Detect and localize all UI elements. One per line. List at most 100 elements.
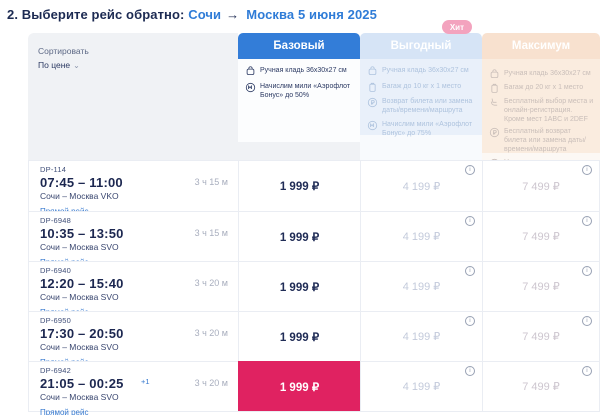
price-value: 4 199 ₽ [402, 231, 441, 243]
flight-time: 07:45 – 11:00 [40, 175, 123, 190]
fare-feature-text: Багаж до 20 кг х 1 место [504, 84, 584, 91]
fare-feature-text: Ручная кладь 36х30х27 см [260, 67, 347, 74]
fare-tab-vygodny[interactable]: Выгодный [360, 33, 482, 59]
price-cell-maximum[interactable]: i 7 499 ₽ [482, 160, 600, 211]
fare-feature: Возврат билета или замена даты/времени/м… [367, 97, 476, 115]
price-cell-basic[interactable]: 1 999 ₽ [238, 211, 360, 261]
info-icon[interactable]: i [582, 216, 592, 226]
fare-tab-maximum[interactable]: Максимум [482, 33, 600, 59]
flight-row: DP-6948 10:35 – 13:50 Сочи – Москва SVO … [28, 211, 600, 268]
fare-column-basic: Базовый Ручная кладь 36х30х27 см Начисли… [238, 33, 360, 160]
flight-number: DP-6948 [40, 216, 72, 225]
flight-info: DP-114 07:45 – 11:00 Сочи – Москва VKO П… [28, 160, 238, 217]
fare-feature-text: Бесплатный выбор места и онлайн-регистра… [504, 98, 594, 124]
price-cell-basic[interactable]: 1 999 ₽ [238, 311, 360, 361]
hit-badge: Хит [441, 20, 472, 34]
price-value: 7 499 ₽ [522, 231, 560, 243]
flight-row: DP-6942 21:05 – 00:25 Сочи – Москва SVO … [28, 361, 600, 415]
price-cell-vygodny[interactable]: i 4 199 ₽ [360, 160, 482, 211]
flight-time: 17:30 – 20:50 [40, 326, 124, 341]
price-value: 1 999 ₽ [279, 381, 320, 394]
fare-name-basic: Базовый [273, 40, 325, 52]
price-value: 4 199 ₽ [402, 381, 441, 393]
flight-route: Сочи – Москва SVO [40, 392, 119, 402]
info-icon[interactable]: i [582, 316, 592, 326]
flight-duration: 3 ч 15 м [194, 228, 228, 238]
flight-route: Сочи – Москва VKO [40, 191, 119, 201]
price-cell-vygodny[interactable]: i 4 199 ₽ [360, 211, 482, 261]
price-cell-basic[interactable]: 1 999 ₽ [238, 261, 360, 311]
flight-row: DP-6940 12:20 – 15:40 Сочи – Москва SVO … [28, 261, 600, 318]
price-value: 1 999 ₽ [279, 181, 320, 193]
info-icon[interactable]: i [465, 165, 475, 175]
price-value: 4 199 ₽ [402, 180, 441, 193]
fare-feature: Начислим мили «Аэрофлот Бонус» до 75% [367, 120, 476, 138]
price-cell-maximum[interactable]: i 7 499 ₽ [482, 261, 600, 311]
suitcase-icon [367, 82, 378, 93]
fare-feature: Ручная кладь 36х30х27 см [245, 66, 354, 77]
info-icon[interactable]: i [465, 266, 475, 276]
price-cell-basic-selected[interactable]: 1 999 ₽ [238, 361, 360, 411]
price-value: 7 499 ₽ [522, 180, 560, 193]
suitcase-icon [489, 83, 500, 94]
flight-time: 21:05 – 00:25 [40, 376, 124, 391]
flight-number: DP-114 [40, 165, 67, 174]
handbag-icon [367, 66, 378, 77]
fare-table: Сортировать По цене ⌄ Базовый Ручная клад… [28, 20, 600, 415]
price-cell-vygodny[interactable]: i 4 199 ₽ [360, 311, 482, 361]
fare-feature: Бесплатный возврат билета или замена дат… [489, 127, 594, 154]
chevron-down-icon: ⌄ [73, 61, 80, 70]
price-value: 7 499 ₽ [522, 281, 560, 293]
price-cell-basic[interactable]: 1 999 ₽ [238, 160, 360, 211]
miles-icon [489, 158, 500, 160]
plus-one-day-badge: +1 [141, 377, 150, 386]
fare-name-vygodny: Выгодный [390, 40, 452, 52]
flight-time: 10:35 – 13:50 [40, 226, 124, 241]
price-cell-vygodny[interactable]: i 4 199 ₽ [360, 261, 482, 311]
sort-panel: Сортировать По цене ⌄ [28, 33, 238, 160]
fare-feature-text: Возврат билета или замена даты/времени/м… [382, 98, 473, 115]
fare-header-row: Сортировать По цене ⌄ Базовый Ручная клад… [28, 20, 600, 160]
info-icon[interactable]: i [582, 165, 592, 175]
sort-by-price-dropdown[interactable]: По цене ⌄ [38, 60, 228, 70]
flight-duration: 3 ч 15 м [194, 177, 228, 187]
flight-number: DP-6940 [40, 266, 72, 275]
flight-row: DP-6950 17:30 – 20:50 Сочи – Москва SVO … [28, 311, 600, 368]
sort-value-text: По цене [38, 60, 71, 70]
flight-route: Сочи – Москва SVO [40, 292, 119, 302]
direct-flight-link[interactable]: Прямой рейс [40, 408, 88, 415]
title-destination-date: Москва 5 июня 2025 [246, 7, 377, 22]
ruble-return-icon [489, 127, 500, 138]
info-icon[interactable]: i [465, 366, 475, 376]
fare-feature: Ручная кладь 36х30х27 см [489, 69, 594, 80]
price-cell-maximum[interactable]: i 7 499 ₽ [482, 211, 600, 261]
fare-feature-text: Ручная кладь 36х30х27 см [382, 67, 469, 74]
flight-number: DP-6942 [40, 366, 72, 375]
info-icon[interactable]: i [465, 316, 475, 326]
flight-info: DP-6950 17:30 – 20:50 Сочи – Москва SVO … [28, 311, 238, 368]
flight-duration: 3 ч 20 м [194, 278, 228, 288]
price-value: 7 499 ₽ [522, 381, 560, 393]
seat-icon [489, 97, 500, 108]
info-icon[interactable]: i [465, 216, 475, 226]
fare-feature: Ручная кладь 36х30х27 см [367, 66, 476, 77]
fare-tab-basic[interactable]: Базовый [238, 33, 360, 59]
fare-name-maximum: Максимум [511, 40, 571, 52]
info-icon[interactable]: i [582, 266, 592, 276]
price-cell-maximum[interactable]: i 7 499 ₽ [482, 361, 600, 411]
info-icon[interactable]: i [582, 366, 592, 376]
sort-label: Сортировать [38, 46, 89, 56]
price-cell-maximum[interactable]: i 7 499 ₽ [482, 311, 600, 361]
price-value: 1 999 ₽ [279, 331, 320, 344]
price-cell-vygodny[interactable]: i 4 199 ₽ [360, 361, 482, 411]
fare-feature-text: Начислим мили «Аэрофлот Бонус» до 75% [382, 120, 473, 137]
fare-column-vygodny: Хит Выгодный Ручная кладь 36х30х27 см [360, 20, 482, 160]
price-value: 1 999 ₽ [279, 281, 320, 294]
fare-feature: Багаж до 20 кг х 1 место [489, 83, 594, 94]
flight-info: DP-6948 10:35 – 13:50 Сочи – Москва SVO … [28, 211, 238, 268]
fare-feature-text: Багаж до 10 кг х 1 место [382, 82, 462, 90]
fare-features-vygodny: Ручная кладь 36х30х27 см Багаж до 10 кг … [360, 59, 482, 160]
handbag-icon [489, 69, 500, 80]
fare-column-maximum: Максимум Ручная кладь 36х30х27 см Багаж … [482, 33, 600, 160]
